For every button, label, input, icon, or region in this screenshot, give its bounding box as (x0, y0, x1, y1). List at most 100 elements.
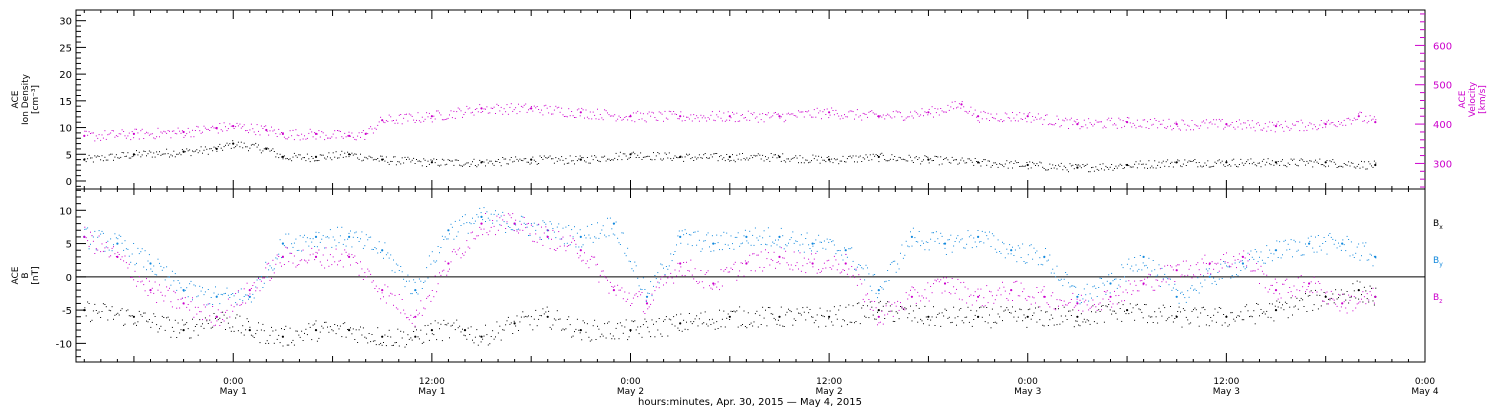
bx-series-sample (947, 318, 948, 319)
bx-series-sample (193, 330, 194, 331)
velocity-series-sample (838, 116, 839, 117)
ion-density-series-sample (1374, 161, 1375, 162)
bx-series-sample (463, 335, 464, 336)
velocity-series-sample (1104, 126, 1105, 127)
bx-series-sample (835, 314, 836, 315)
bz-series-sample (1058, 306, 1059, 307)
ion-density-series-sample (1097, 169, 1098, 170)
velocity-series-sample (1345, 125, 1346, 126)
by-series-sample (521, 216, 522, 217)
bz-series-sample (494, 226, 495, 227)
ion-density-series-sample (754, 155, 755, 156)
velocity-series-sample (942, 110, 943, 111)
by-series-sample (146, 269, 147, 270)
velocity-series-sample (366, 133, 367, 134)
bz-series-sample (274, 272, 275, 273)
bx-series-sample (871, 307, 872, 308)
bx-series-sample (298, 335, 299, 336)
velocity-series-sample (522, 107, 523, 108)
by-series-sample (771, 245, 772, 246)
velocity-series-sample (675, 114, 676, 115)
by-series-sample (104, 251, 105, 252)
ion-density-series-sample (508, 164, 509, 165)
bz-series-sample (1143, 284, 1144, 285)
bx-series-sample (548, 311, 549, 312)
velocity-series-sample (466, 106, 467, 107)
by-series-sample (1121, 264, 1122, 265)
ion-density-series-sample (1309, 160, 1310, 161)
by-series-sample (1200, 283, 1201, 284)
velocity-series-sample (140, 130, 141, 131)
by-series-sample (188, 296, 189, 297)
ion-density-series-sample (721, 155, 722, 156)
ion-density-series-sample (182, 149, 183, 150)
bx-series-sample (746, 327, 747, 328)
bx-series-sample (1094, 321, 1095, 322)
by-series-sample (1299, 242, 1300, 243)
bx-series-sample (399, 346, 400, 347)
bx-series-sample (537, 325, 538, 326)
velocity-series-sample (405, 114, 406, 115)
bx-series-sample (926, 317, 927, 318)
ion-density-series-sample (818, 156, 819, 157)
velocity-series-sample (492, 108, 493, 109)
ion-density-series-sample (804, 162, 805, 163)
ion-density-series-sample (491, 161, 492, 162)
bx-series-sample (1057, 324, 1058, 325)
velocity-series-sample (97, 138, 98, 139)
bx-series-sample (504, 330, 505, 331)
bx-series-sample (107, 320, 108, 321)
ion-density-series-sample (307, 154, 308, 155)
velocity-series-sample (241, 128, 242, 129)
bx-series-sample (433, 334, 434, 335)
bz-series-sample (732, 269, 733, 270)
ion-density-series-sample (646, 156, 647, 157)
velocity-series-sample (1362, 121, 1363, 122)
velocity-series-sample (382, 120, 383, 121)
ion-density-series-sample (550, 156, 551, 157)
bx-series-sample (726, 318, 727, 319)
bz-series-sample (702, 281, 703, 282)
by-series-sample (1360, 260, 1361, 261)
velocity-series-sample (959, 103, 960, 104)
velocity-series-point (282, 133, 284, 135)
bx-series-sample (291, 342, 292, 343)
bx-series-sample (932, 316, 933, 317)
ion-density-series-sample (461, 165, 462, 166)
bz-series-sample (314, 259, 315, 260)
bx-series-sample (1295, 306, 1296, 307)
bx-series-point (381, 336, 383, 338)
bx-series-sample (238, 330, 239, 331)
bx-series-sample (647, 327, 648, 328)
bx-series-sample (1332, 294, 1333, 295)
ion-density-series-sample (488, 163, 489, 164)
bx-series-sample (876, 319, 877, 320)
bx-series-sample (811, 316, 812, 317)
ion-density-series-sample (245, 146, 246, 147)
velocity-series-sample (917, 114, 918, 115)
by-series-sample (713, 250, 714, 251)
bz-series-sample (218, 309, 219, 310)
bx-series-sample (327, 327, 328, 328)
ion-density-series-sample (679, 157, 680, 158)
by-series-sample (942, 236, 943, 237)
velocity-series-sample (1292, 124, 1293, 125)
bx-series-sample (1226, 316, 1227, 317)
by-series-sample (440, 247, 441, 248)
bx-series-sample (133, 324, 134, 325)
bx-series-sample (794, 318, 795, 319)
bz-series-sample (764, 267, 765, 268)
velocity-series-sample (498, 105, 499, 106)
bz-series-sample (1169, 278, 1170, 279)
bx-series-sample (675, 326, 676, 327)
bx-series-sample (1236, 317, 1237, 318)
bz-series-sample (815, 253, 816, 254)
bz-series-sample (206, 319, 207, 320)
bx-series-point (514, 322, 516, 324)
velocity-series-sample (820, 110, 821, 111)
ion-density-series-sample (748, 160, 749, 161)
bx-series-sample (708, 326, 709, 327)
bx-series-sample (318, 338, 319, 339)
by-series-sample (860, 265, 861, 266)
